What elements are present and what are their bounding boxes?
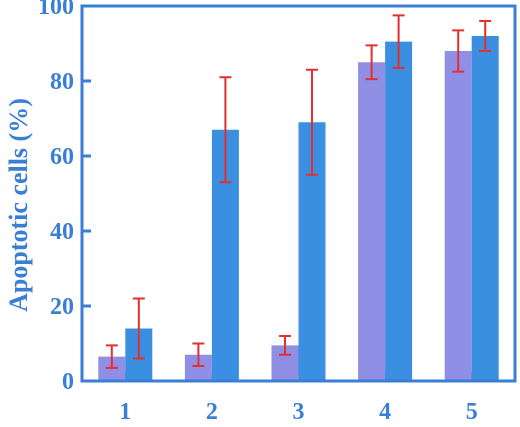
y-tick-label: 40 (50, 219, 74, 245)
bar-series1-cat4 (358, 62, 386, 381)
y-tick-label: 20 (50, 294, 74, 320)
x-tick-label: 1 (119, 399, 131, 425)
bar-series2-cat4 (385, 41, 413, 381)
y-axis-label: Apoptotic cells (%) (4, 98, 33, 312)
x-tick-label: 2 (206, 399, 218, 425)
y-tick-label: 60 (50, 144, 74, 170)
error-bar-group (105, 14, 492, 369)
y-tick-label: 0 (62, 369, 74, 395)
bar-series2-cat5 (471, 36, 499, 381)
x-tick-label: 3 (293, 399, 305, 425)
bar-group (98, 36, 499, 381)
bar-series1-cat5 (444, 51, 472, 381)
x-tick-label: 5 (466, 399, 478, 425)
tick-group: 0 20 40 60 80 100 1 2 3 4 5 (38, 0, 478, 425)
x-tick-label: 4 (379, 399, 391, 425)
y-tick-label: 80 (50, 69, 74, 95)
plot-frame (80, 4, 517, 383)
y-tick-label: 100 (38, 0, 74, 20)
